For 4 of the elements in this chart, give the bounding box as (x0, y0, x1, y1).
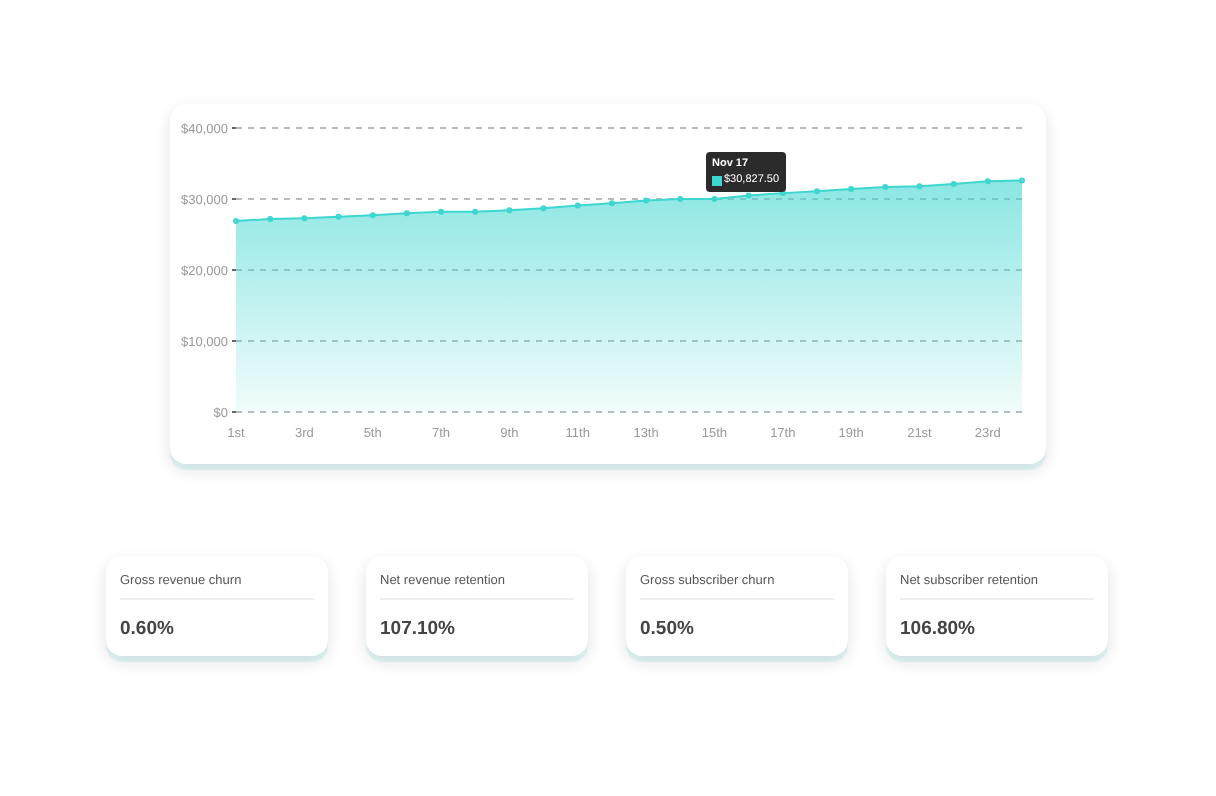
text: 107.10% (380, 618, 456, 640)
text: 0.60% (120, 618, 174, 640)
text: 0.50% (640, 618, 694, 640)
text: 106.80% (900, 618, 976, 640)
